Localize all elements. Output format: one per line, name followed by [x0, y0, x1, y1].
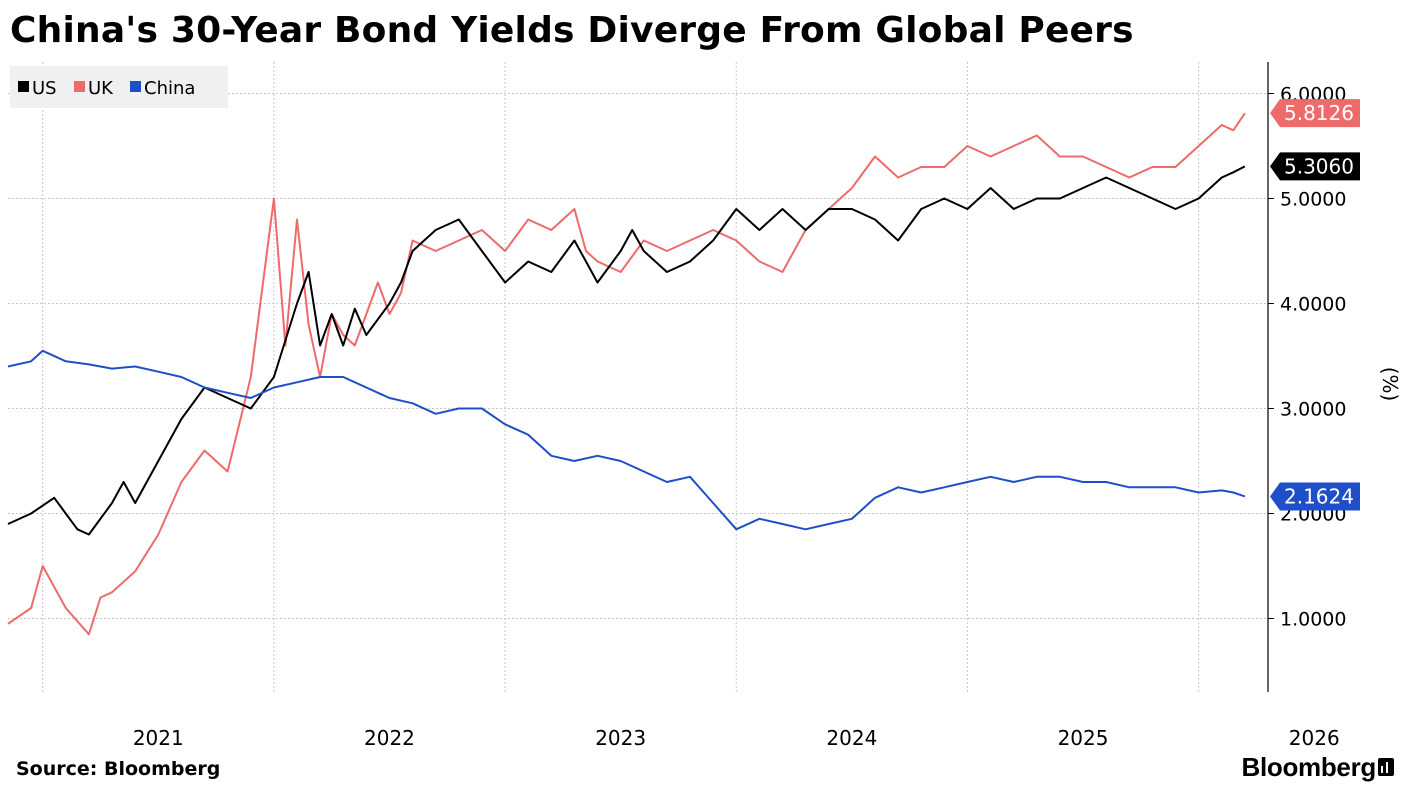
y-unit-label: (%): [1378, 367, 1402, 402]
legend-label-uk: UK: [88, 78, 114, 99]
y-tick-label-2: 3.0000: [1280, 399, 1346, 421]
x-tick-label-4: 2025: [1058, 726, 1109, 750]
legend-swatch-uk: [74, 81, 85, 92]
last-value-tag-china: [1270, 482, 1360, 511]
y-tick-label-3: 4.0000: [1280, 294, 1346, 316]
last-value-label-uk: 5.8126: [1284, 101, 1354, 125]
last-value-tag-uk: [1270, 99, 1360, 128]
legend-label-us: US: [32, 78, 57, 99]
series-line-uk: [7, 112, 1246, 636]
legend-swatch-us: [18, 81, 29, 92]
series-line-china: [7, 349, 1246, 531]
x-tick-label-0: 2021: [133, 726, 184, 750]
y-tick-label-0: 1.0000: [1280, 609, 1346, 631]
y-tick-label-4: 5.0000: [1280, 189, 1346, 211]
last-value-label-china: 2.1624: [1284, 484, 1354, 508]
last-value-label-us: 5.3060: [1284, 154, 1354, 178]
x-tick-label-5: 2026: [1289, 726, 1340, 750]
source-note: Source: Bloomberg: [16, 758, 221, 780]
terminal-icon: [1378, 758, 1394, 776]
legend-label-china: China: [144, 78, 195, 99]
last-value-tag-us: [1270, 152, 1360, 181]
x-tick-label-2: 2023: [595, 726, 646, 750]
legend-swatch-china: [130, 81, 141, 92]
x-tick-label-3: 2024: [826, 726, 877, 750]
x-tick-label-1: 2022: [364, 726, 415, 750]
legend-box: [10, 66, 228, 108]
series-line-us: [7, 165, 1246, 536]
brand-logo: Bloomberg: [1241, 752, 1376, 782]
chart-title: China's 30-Year Bond Yields Diverge From…: [10, 10, 1134, 51]
